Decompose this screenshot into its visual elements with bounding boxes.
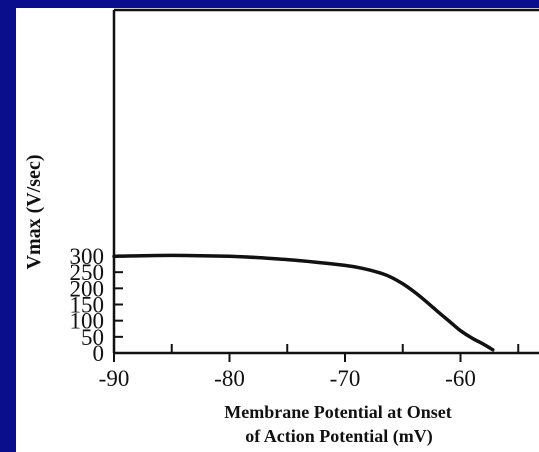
y-tick-label: 150 (70, 293, 105, 318)
x-tick-label: -90 (99, 366, 130, 391)
series-layer (112, 253, 495, 352)
x-axis-title-line-1: Membrane Potential at Onset (224, 402, 451, 422)
x-tick-label: -60 (445, 366, 476, 391)
x-tick-label: -70 (330, 366, 361, 391)
y-axis-title: Vmax (V/sec) (23, 155, 45, 270)
y-tick-label: 0 (93, 341, 105, 366)
chart-panel (16, 8, 539, 452)
y-tick-label: 250 (70, 260, 105, 285)
y-tick-label: 200 (70, 276, 105, 301)
plot-frame (112, 8, 539, 355)
y-tick-label: 300 (70, 244, 105, 269)
x-axis-title-line-2: of Action Potential (mV) (245, 426, 432, 447)
y-tick-label: 50 (81, 325, 104, 350)
x-axis-ticks: -90 -80 -70 -60 (99, 344, 520, 391)
y-tick-label: 100 (70, 309, 105, 334)
series-line (112, 253, 495, 352)
x-tick-label: -80 (214, 366, 245, 391)
